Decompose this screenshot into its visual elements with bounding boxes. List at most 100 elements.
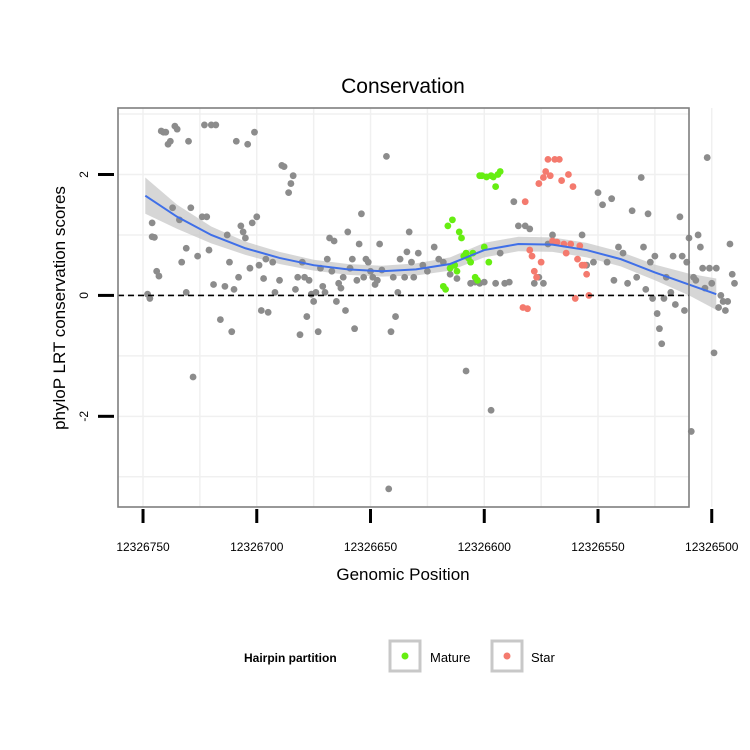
- point-other: [394, 288, 402, 296]
- point-other: [658, 340, 666, 348]
- point-other: [337, 284, 345, 292]
- point-other: [321, 288, 329, 296]
- legend-key-mature-dot: [401, 652, 409, 660]
- point-other: [526, 225, 534, 233]
- point-other: [271, 288, 279, 296]
- point-other: [339, 273, 347, 281]
- point-other: [660, 295, 668, 302]
- point-other: [201, 121, 208, 129]
- panel-border: [117, 107, 690, 508]
- x-tick-label: 12326750: [116, 540, 170, 554]
- plot-panel: [117, 107, 738, 508]
- point-other: [364, 258, 372, 266]
- point-other: [194, 252, 202, 260]
- point-other: [608, 195, 616, 203]
- point-other: [401, 273, 409, 281]
- x-tick-label: 12326550: [571, 540, 625, 554]
- point-other: [294, 273, 302, 281]
- legend-key-star-dot: [503, 652, 511, 660]
- x-axis-title: Genomic Position: [336, 565, 469, 584]
- point-other: [330, 237, 338, 245]
- point-other: [640, 243, 647, 251]
- point-other: [253, 213, 261, 221]
- point-star: [526, 246, 534, 254]
- point-other: [228, 328, 236, 336]
- point-other: [549, 231, 556, 239]
- legend-label-star: Star: [531, 650, 556, 665]
- legend-title: Hairpin partition: [244, 651, 337, 665]
- point-other: [633, 273, 641, 281]
- point-other: [178, 258, 186, 266]
- point-other: [405, 228, 413, 236]
- point-star: [562, 249, 570, 257]
- point-other: [676, 213, 684, 221]
- point-mature: [467, 258, 475, 266]
- point-other: [728, 270, 736, 278]
- point-other: [248, 219, 256, 227]
- point-other: [724, 298, 732, 305]
- point-other: [226, 258, 233, 266]
- point-other: [323, 255, 331, 263]
- point-other: [721, 307, 729, 314]
- point-other: [446, 270, 454, 278]
- chart-title: Conservation: [341, 75, 465, 98]
- point-other: [651, 252, 659, 260]
- point-other: [644, 210, 652, 218]
- point-other: [453, 275, 461, 282]
- point-other: [710, 349, 718, 357]
- point-other: [210, 281, 217, 288]
- point-other: [246, 264, 254, 272]
- point-other: [212, 121, 220, 129]
- point-star: [537, 258, 545, 266]
- point-star: [540, 174, 547, 181]
- point-other: [694, 231, 702, 239]
- point-other: [692, 276, 700, 284]
- point-other: [328, 267, 336, 275]
- point-mature: [474, 276, 481, 284]
- point-other: [480, 278, 488, 286]
- point-star: [528, 252, 536, 260]
- point-mature: [458, 234, 465, 242]
- point-mature: [453, 267, 461, 275]
- point-other: [376, 240, 384, 248]
- x-tick-label: 12326500: [685, 540, 739, 554]
- point-other: [203, 213, 211, 221]
- point-other: [649, 295, 657, 302]
- point-other: [287, 180, 295, 187]
- point-other: [314, 328, 322, 336]
- point-other: [173, 125, 181, 133]
- legend-label-mature: Mature: [430, 650, 470, 665]
- point-other: [699, 264, 707, 272]
- point-star: [555, 155, 563, 163]
- y-tick-label: -2: [77, 411, 91, 422]
- point-other: [264, 308, 272, 316]
- point-other: [296, 331, 304, 339]
- point-other: [169, 204, 176, 212]
- point-other: [351, 325, 358, 333]
- point-other: [280, 163, 288, 171]
- point-mature: [480, 243, 488, 251]
- point-other: [310, 298, 318, 305]
- point-other: [150, 233, 158, 241]
- point-other: [389, 273, 397, 281]
- point-other: [496, 249, 504, 257]
- point-other: [342, 307, 349, 314]
- point-star: [546, 172, 554, 180]
- point-mature: [449, 216, 456, 224]
- point-other: [419, 261, 427, 269]
- point-other: [205, 246, 213, 254]
- point-other: [578, 231, 586, 239]
- point-star: [583, 270, 591, 278]
- point-other: [216, 316, 224, 323]
- point-star: [542, 168, 550, 175]
- x-axis: 12326750 12326700 12326650 12326600 12326550…: [116, 509, 739, 554]
- point-other: [487, 406, 495, 414]
- point-other: [681, 307, 688, 314]
- point-other: [285, 189, 293, 197]
- point-other: [260, 275, 267, 282]
- point-other: [492, 279, 500, 287]
- point-other: [637, 174, 645, 181]
- point-star: [569, 183, 577, 190]
- point-other: [590, 258, 597, 266]
